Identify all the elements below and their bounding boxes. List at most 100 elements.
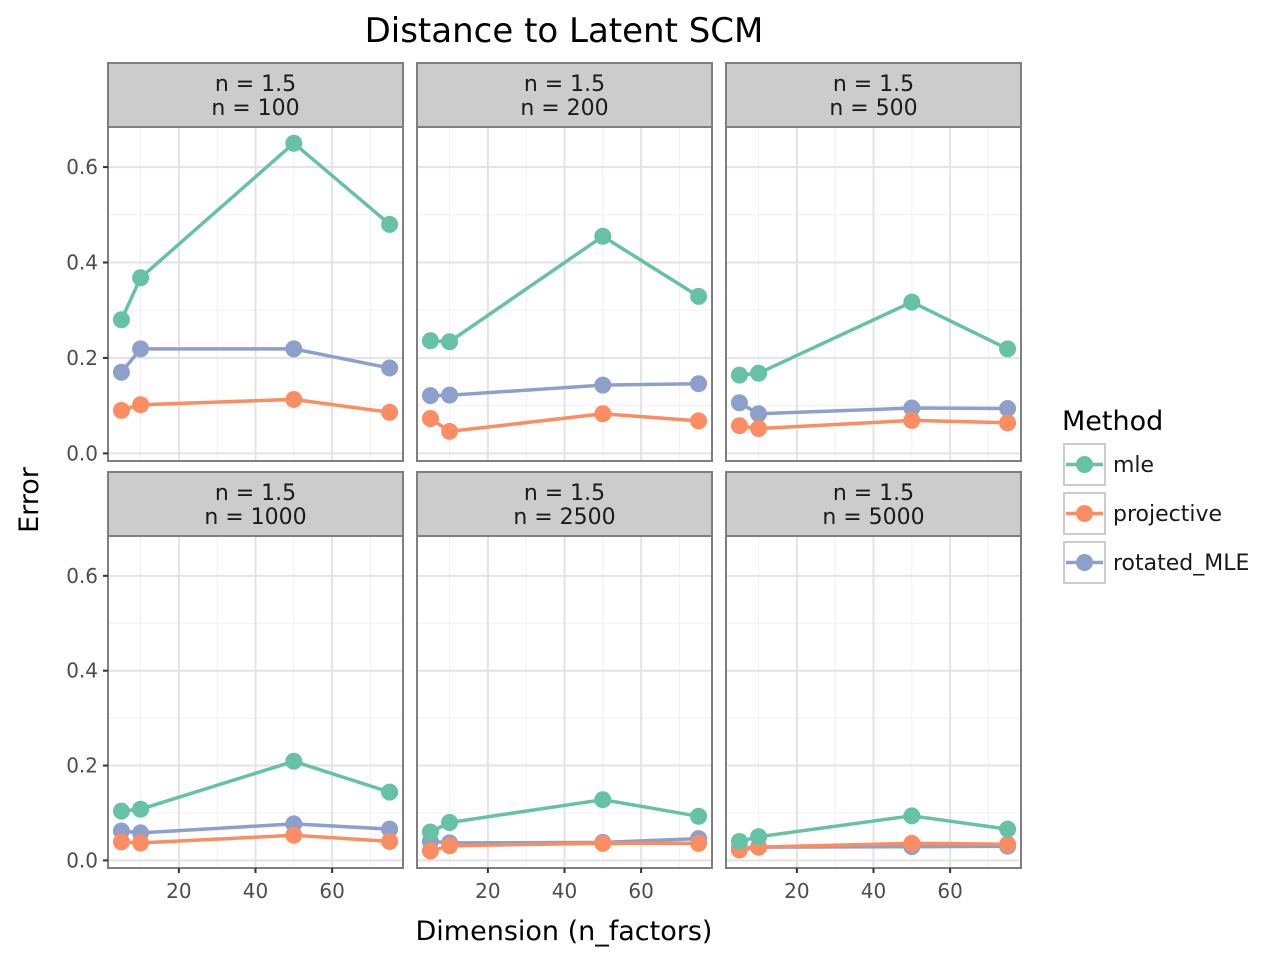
- facet-strip: [725, 62, 1022, 128]
- data-point-mle: [112, 311, 130, 329]
- data-point-projective: [132, 396, 150, 414]
- data-point-rotated_MLE: [441, 386, 459, 404]
- series-line-rotated_MLE: [430, 381, 699, 398]
- facet-strip: [107, 62, 404, 128]
- data-point-rotated_MLE: [421, 387, 439, 405]
- data-point-mle: [999, 820, 1017, 838]
- legend-title: Method: [1062, 406, 1163, 437]
- x-tick-label: 40: [552, 879, 577, 903]
- legend: Method mle projective rotated_MLE: [1062, 406, 1249, 584]
- legend-label: rotated_MLE: [1113, 551, 1249, 576]
- data-point-projective: [381, 832, 399, 850]
- facet-panels: n = 1.5n = 1000.00.20.40.6n = 1.5n = 200…: [66, 62, 1022, 903]
- data-point-projective: [903, 834, 921, 852]
- x-tick-label: 20: [784, 879, 809, 903]
- data-point-projective: [441, 837, 459, 855]
- facet-panel-4: n = 1.5n = 1000 0.0 0.2 0.4 0.6 20 40 60: [66, 471, 404, 903]
- facet-strip-label: n = 200: [520, 96, 608, 121]
- facet-panel-6: n = 1.5n = 5000 20 40 60: [725, 471, 1022, 903]
- series-line-rotated_MLE: [738, 401, 1008, 416]
- legend-item-mle: mle: [1063, 443, 1154, 486]
- data-point-mle: [999, 340, 1017, 358]
- data-point-projective: [421, 842, 439, 860]
- data-point-rotated_MLE: [285, 340, 303, 358]
- data-point-rotated_MLE: [730, 394, 748, 412]
- data-point-rotated_MLE: [381, 359, 399, 377]
- facet-strip-label: n = 1.5: [524, 72, 605, 97]
- y-tick-label: 0.6: [66, 155, 98, 179]
- panel-border: [416, 126, 713, 462]
- series-line-mle: [119, 141, 391, 321]
- data-point-mle: [903, 293, 921, 311]
- y-tick-label: 0.0: [66, 441, 98, 465]
- data-point-projective: [112, 401, 130, 419]
- legend-item-projective: projective: [1063, 492, 1222, 535]
- data-point-rotated_MLE: [903, 399, 921, 417]
- data-point-projective: [594, 834, 612, 852]
- data-point-mle: [441, 813, 459, 831]
- facet-strip-label: n = 1.5: [833, 481, 914, 506]
- data-point-projective: [999, 835, 1017, 853]
- data-point-projective: [594, 405, 612, 423]
- facet-strip-label: n = 100: [211, 96, 299, 121]
- facet-panel-3: n = 1.5n = 500: [725, 62, 1022, 462]
- legend-label: projective: [1113, 502, 1222, 527]
- facet-strip-label: n = 1000: [204, 505, 306, 530]
- series-line-mle: [121, 759, 391, 813]
- data-point-mle: [381, 783, 399, 801]
- y-tick-label: 0.2: [66, 754, 98, 778]
- data-point-mle: [750, 364, 768, 382]
- data-point-mle: [421, 823, 439, 841]
- data-point-projective: [999, 414, 1017, 432]
- x-tick-label: 40: [861, 879, 886, 903]
- data-point-mle: [730, 366, 748, 384]
- series-line-mle: [738, 814, 1008, 844]
- facet-strip-label: n = 5000: [822, 505, 924, 530]
- data-point-mle: [285, 134, 303, 152]
- data-point-mle: [730, 832, 748, 850]
- facet-strip-label: n = 500: [829, 96, 917, 121]
- data-point-mle: [421, 332, 439, 350]
- series-line-mle: [430, 234, 700, 344]
- data-point-projective: [381, 403, 399, 421]
- y-tick-label: 0.2: [66, 346, 98, 370]
- data-point-projective: [285, 826, 303, 844]
- facet-strip-label: n = 1.5: [215, 72, 296, 97]
- x-tick-label: 60: [319, 879, 344, 903]
- legend-item-rotated_MLE: rotated_MLE: [1063, 541, 1249, 584]
- facet-strip-label: n = 2500: [513, 505, 615, 530]
- data-point-projective: [903, 411, 921, 429]
- facet-strip-label: n = 1.5: [833, 72, 914, 97]
- data-point-projective: [421, 410, 439, 428]
- series-line-rotated_MLE: [430, 836, 699, 845]
- series-line-projective: [121, 833, 390, 845]
- y-tick-label: 0.4: [66, 251, 98, 275]
- data-point-projective: [690, 412, 708, 430]
- data-point-mle: [132, 800, 150, 818]
- data-point-projective: [112, 833, 130, 851]
- data-point-mle: [903, 807, 921, 825]
- x-axis-title: Dimension (n_factors): [416, 916, 713, 947]
- facet-panel-2: n = 1.5n = 200: [416, 62, 713, 462]
- x-tick-label: 60: [628, 879, 653, 903]
- data-point-projective: [690, 834, 708, 852]
- facet-strip-label: n = 1.5: [524, 481, 605, 506]
- data-point-mle: [750, 828, 768, 846]
- data-point-mle: [112, 802, 130, 820]
- data-point-mle: [381, 215, 399, 233]
- data-point-projective: [132, 834, 150, 852]
- facet-strip-label: n = 1.5: [215, 481, 296, 506]
- data-point-projective: [730, 417, 748, 435]
- series-line-rotated_MLE: [120, 347, 390, 374]
- data-point-rotated_MLE: [112, 363, 130, 381]
- data-point-mle: [441, 333, 459, 351]
- series-line-mle: [739, 300, 1009, 377]
- panel-border: [725, 126, 1022, 462]
- data-point-mle: [594, 227, 612, 245]
- x-tick-label: 40: [243, 879, 268, 903]
- data-point-mle: [285, 752, 303, 770]
- data-point-mle: [690, 807, 708, 825]
- series-line-mle: [429, 797, 699, 834]
